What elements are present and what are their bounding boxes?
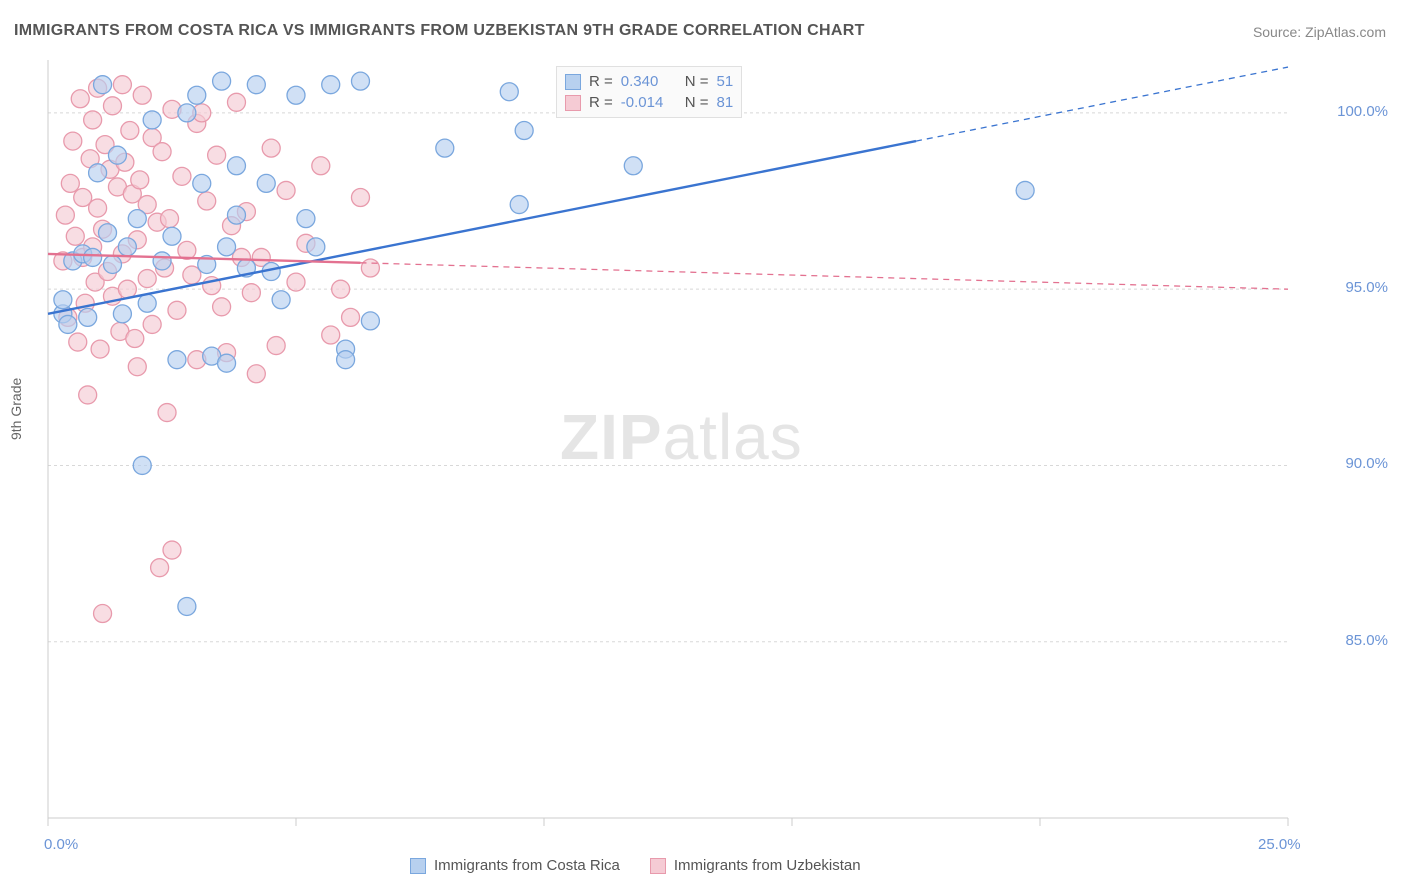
bottom-legend: Immigrants from Costa Rica Immigrants fr…	[410, 857, 861, 874]
y-tick-label: 95.0%	[1345, 279, 1388, 296]
scatter-chart	[0, 0, 1406, 892]
n-value-costa-rica: 51	[717, 73, 734, 90]
y-tick-label: 90.0%	[1345, 455, 1388, 472]
r-label: R =	[589, 94, 613, 111]
r-value-costa-rica: 0.340	[621, 73, 677, 90]
x-tick-label: 25.0%	[1258, 836, 1301, 853]
correlation-legend: R = 0.340 N = 51 R = -0.014 N = 81	[556, 66, 742, 118]
correlation-row-costa-rica: R = 0.340 N = 51	[565, 71, 733, 92]
x-tick-label: 0.0%	[44, 836, 78, 853]
swatch-uzbekistan-icon	[650, 858, 666, 874]
swatch-costa-rica	[565, 74, 581, 90]
r-label: R =	[589, 73, 613, 90]
legend-item-uzbekistan: Immigrants from Uzbekistan	[650, 857, 861, 874]
y-tick-label: 100.0%	[1337, 103, 1388, 120]
legend-label-costa-rica: Immigrants from Costa Rica	[434, 857, 620, 874]
y-tick-label: 85.0%	[1345, 632, 1388, 649]
n-value-uzbekistan: 81	[717, 94, 734, 111]
legend-label-uzbekistan: Immigrants from Uzbekistan	[674, 857, 861, 874]
n-label: N =	[685, 94, 709, 111]
correlation-row-uzbekistan: R = -0.014 N = 81	[565, 92, 733, 113]
swatch-costa-rica-icon	[410, 858, 426, 874]
n-label: N =	[685, 73, 709, 90]
r-value-uzbekistan: -0.014	[621, 94, 677, 111]
legend-item-costa-rica: Immigrants from Costa Rica	[410, 857, 620, 874]
swatch-uzbekistan	[565, 95, 581, 111]
